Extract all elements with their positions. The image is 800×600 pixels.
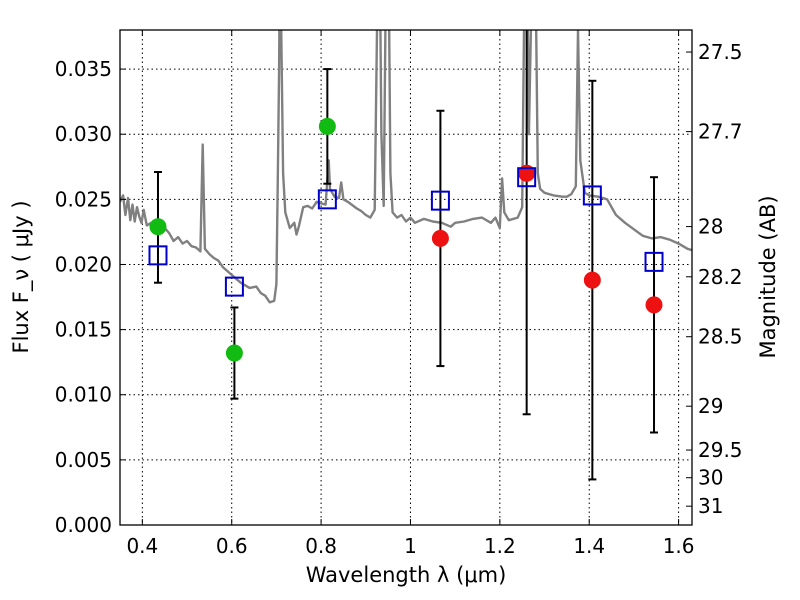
green-data-point <box>225 344 243 362</box>
mag-tick-label: 27.7 <box>698 120 743 144</box>
model-square-point <box>517 167 537 188</box>
y-axis-label: Flux F_ν ( μJy ) <box>9 200 34 353</box>
x-tick-label: 1.2 <box>484 534 516 558</box>
y-tick-label: 0.015 <box>55 318 112 342</box>
model-square-point <box>317 189 337 210</box>
markers <box>148 117 664 362</box>
green-data-point <box>318 117 336 135</box>
y-tick-label: 0.035 <box>55 57 112 81</box>
spectrum-line <box>120 30 692 304</box>
model-square-point <box>644 251 664 272</box>
mag-tick-label: 28.5 <box>698 325 743 349</box>
y-axis-right-label: Magnitude (AB) <box>756 195 780 358</box>
mag-tick-label: 30 <box>698 466 723 490</box>
x-tick-label: 1.6 <box>663 534 695 558</box>
model-square-point <box>430 190 450 211</box>
model-square-point <box>148 245 168 266</box>
y-tick-label: 0.010 <box>55 383 112 407</box>
y-tick-label: 0.025 <box>55 187 112 211</box>
mag-tick-label: 27.5 <box>698 40 743 64</box>
green-data-point <box>149 218 167 236</box>
y-tick-label: 0.020 <box>55 252 112 276</box>
x-tick-label: 1.4 <box>573 534 605 558</box>
mag-tick-label: 31 <box>698 494 723 518</box>
red-data-point <box>645 296 663 314</box>
model-square-point <box>224 276 244 297</box>
plot-area <box>120 30 692 304</box>
mag-tick-label: 29.5 <box>698 438 743 462</box>
red-data-point <box>583 271 601 289</box>
axes: 0.4 0.6 0.8 1 1.2 1.4 1.6 0.000 0.005 0.010 0.015 0… <box>55 30 743 558</box>
x-tick-label: 0.6 <box>216 534 248 558</box>
x-axis-label: Wavelength λ (μm) <box>306 563 507 587</box>
mag-tick-label: 28.2 <box>698 265 743 289</box>
mag-tick-label: 29 <box>698 394 723 418</box>
plot-frame <box>119 29 693 526</box>
x-tick-label: 0.4 <box>126 534 158 558</box>
plot-background <box>120 30 692 525</box>
y-tick-label: 0.030 <box>55 122 112 146</box>
x-tick-label: 0.8 <box>305 534 337 558</box>
x-tick-label: 1 <box>404 534 417 558</box>
mag-tick-label: 28 <box>698 215 723 239</box>
y-tick-label: 0.000 <box>55 513 112 537</box>
model-square-point <box>582 185 602 206</box>
y-tick-label: 0.005 <box>55 448 112 472</box>
red-data-point <box>431 229 449 247</box>
